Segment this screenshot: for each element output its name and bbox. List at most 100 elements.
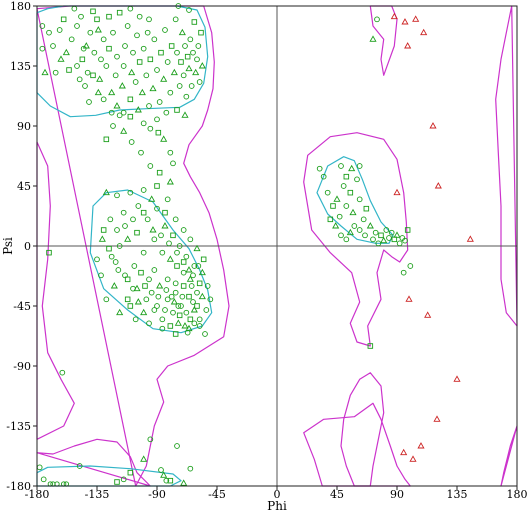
x-tick-label: -135: [85, 488, 110, 501]
general-point: [140, 455, 148, 462]
general-point: [174, 443, 180, 449]
general-point: [184, 53, 191, 60]
general-point: [122, 223, 128, 229]
general-point: [196, 323, 203, 329]
general-point: [124, 296, 131, 303]
general-point: [186, 275, 194, 282]
general-point: [107, 216, 114, 223]
general-point: [343, 203, 350, 209]
general-point: [156, 99, 163, 105]
outlier-point: [420, 28, 428, 36]
general-point: [367, 343, 374, 349]
general-point: [166, 240, 172, 247]
general-point: [106, 13, 112, 20]
general-point: [180, 227, 187, 233]
general-point: [130, 285, 136, 292]
outlier-point: [434, 182, 442, 189]
general-point: [163, 287, 170, 293]
general-point: [370, 236, 376, 243]
y-tick-label: 45: [17, 180, 31, 193]
allowed-contour: [495, 5, 518, 327]
y-tick-label: -135: [6, 420, 31, 433]
general-point: [110, 29, 116, 36]
outlier-point: [412, 15, 420, 22]
general-point: [68, 36, 75, 43]
general-point: [164, 296, 171, 303]
general-point: [336, 213, 343, 220]
general-point: [167, 477, 174, 484]
general-point: [147, 56, 154, 63]
general-point: [374, 16, 380, 23]
y-ticks: 180 135 90 45 0 -45 -90 -135 -180: [6, 0, 37, 493]
general-point: [183, 93, 190, 100]
general-point: [159, 325, 166, 332]
general-point: [128, 68, 136, 76]
general-point: [40, 476, 47, 483]
general-point: [147, 125, 154, 132]
general-point: [354, 176, 360, 183]
general-point: [190, 306, 198, 313]
general-point: [338, 163, 344, 169]
general-point: [41, 68, 49, 76]
general-point: [160, 135, 168, 142]
general-point: [185, 64, 193, 72]
data-points: [36, 3, 414, 487]
general-point: [151, 307, 158, 313]
general-point: [127, 469, 134, 476]
general-point: [94, 16, 100, 23]
general-point: [202, 331, 208, 337]
general-point: [176, 243, 183, 249]
general-point: [76, 463, 83, 469]
general-point: [164, 196, 171, 203]
allowed-contour: [340, 372, 385, 487]
general-point: [148, 195, 156, 202]
general-point: [124, 235, 132, 242]
general-point: [108, 109, 115, 116]
general-point: [166, 178, 174, 185]
y-tick-label: -180: [6, 480, 31, 493]
general-point: [57, 55, 65, 62]
general-point: [94, 88, 102, 96]
general-point: [84, 69, 91, 76]
general-point: [103, 63, 110, 69]
general-point: [402, 237, 408, 244]
general-point: [114, 53, 120, 60]
general-point: [110, 282, 118, 289]
general-point: [198, 292, 206, 300]
general-point: [180, 259, 187, 265]
general-point: [131, 263, 138, 269]
general-point: [82, 83, 88, 89]
general-point: [196, 316, 203, 323]
general-point: [198, 29, 204, 36]
general-point: [356, 196, 363, 203]
general-point: [196, 79, 203, 85]
general-point: [186, 7, 192, 13]
general-point: [146, 276, 152, 283]
general-point: [91, 49, 98, 56]
general-point: [149, 84, 157, 92]
general-point: [195, 43, 202, 49]
general-point: [170, 309, 176, 316]
general-point: [187, 465, 194, 472]
general-point: [118, 82, 126, 89]
general-point: [188, 83, 195, 89]
general-point: [46, 29, 52, 36]
general-point: [124, 23, 131, 29]
general-point: [120, 476, 127, 483]
general-point: [183, 253, 190, 260]
general-point: [332, 222, 340, 229]
general-point: [168, 293, 175, 300]
x-tick-label: -90: [148, 488, 166, 501]
general-point: [108, 88, 116, 96]
general-point: [178, 59, 184, 65]
general-point: [316, 165, 323, 172]
general-point: [190, 272, 196, 279]
general-point: [154, 183, 160, 189]
general-point: [383, 227, 390, 233]
general-point: [60, 16, 67, 23]
general-point: [140, 249, 147, 256]
general-point: [180, 479, 188, 486]
general-point: [348, 164, 356, 172]
general-point: [179, 293, 186, 300]
general-point: [162, 209, 168, 216]
